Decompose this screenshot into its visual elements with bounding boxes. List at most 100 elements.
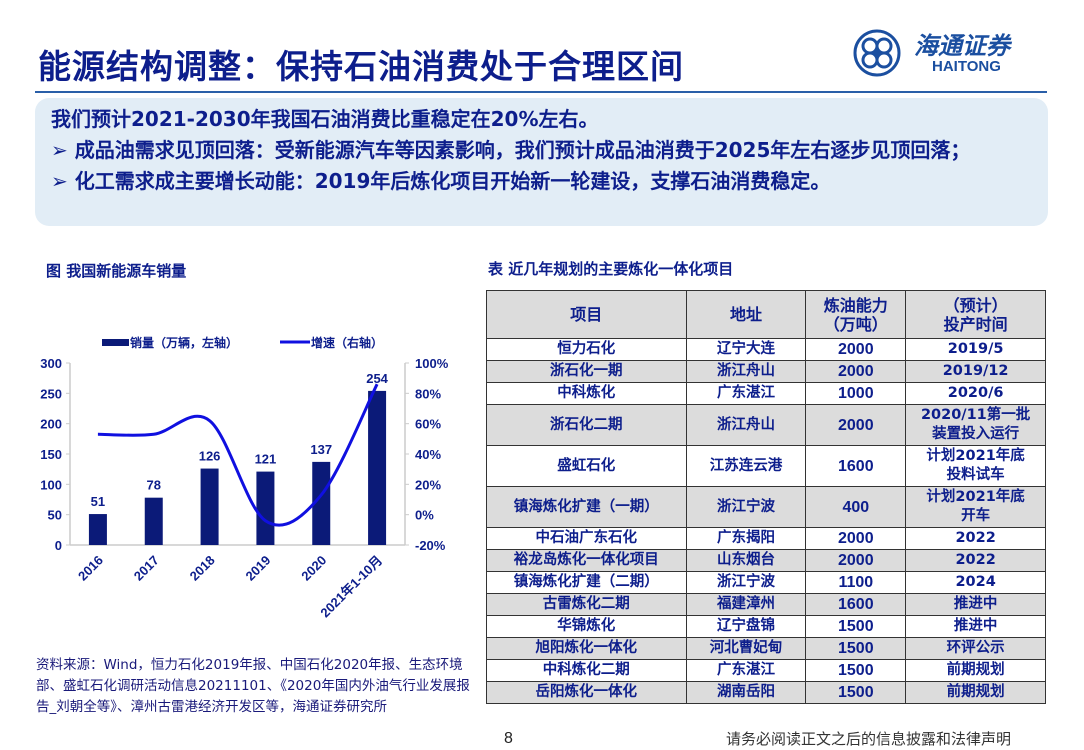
x-tick-label: 2018 — [187, 553, 218, 584]
x-tick-label: 2016 — [75, 553, 106, 584]
table-cell: 2000 — [805, 527, 907, 550]
column-header: 地址 — [685, 290, 807, 339]
haitong-emblem-icon — [853, 29, 901, 77]
table-cell: 推进中 — [905, 615, 1046, 638]
table-cell: 河北曹妃甸 — [685, 637, 807, 660]
table-cell: 1500 — [805, 637, 907, 660]
legend-line-label: 增速（右轴） — [311, 335, 383, 350]
table-cell: 计划2021年底开车 — [905, 486, 1046, 528]
table-cell: 湖南岳阳 — [685, 681, 807, 704]
table-cell: 广东湛江 — [685, 659, 807, 682]
table-cell: 古雷炼化二期 — [486, 593, 687, 616]
table-cell: 1100 — [805, 571, 907, 594]
table-row: 裕龙岛炼化一体化项目 山东烟台 2000 2022 — [486, 549, 1046, 572]
right-tick-label: 0% — [415, 508, 434, 523]
table-cell: 华锦炼化 — [486, 615, 687, 638]
left-tick-label: 250 — [40, 386, 62, 401]
table-cell: 2000 — [805, 338, 907, 361]
table-cell-text: 前期规划 — [946, 684, 1005, 700]
left-tick-label: 200 — [40, 417, 62, 432]
table-cell-text: 2019/12 — [942, 363, 1009, 379]
table-row: 中石油广东石化 广东揭阳 2000 2022 — [486, 527, 1046, 550]
table-cell: 2022 — [905, 549, 1046, 572]
table-row: 镇海炼化扩建（二期） 浙江宁波 1100 2024 — [486, 571, 1046, 594]
table-cell: 前期规划 — [905, 681, 1046, 704]
bar — [200, 468, 219, 545]
bar — [88, 514, 107, 545]
growth-line — [97, 383, 379, 527]
table-cell: 环评公示 — [905, 637, 1046, 660]
table-cell: 福建漳州 — [685, 593, 807, 616]
column-header: （预计） 投产时间 — [905, 290, 1046, 339]
summary-box: 我们预计2021-2030年我国石油消费比重稳定在20%左右。 ➢ 成品油需求见… — [35, 98, 1048, 226]
table-cell-text: 推进中 — [953, 618, 998, 634]
table-cell-text: 前期规划 — [946, 662, 1005, 678]
left-tick-label: 150 — [40, 447, 62, 462]
refinery-projects-table: 项目 地址 炼油能力 （万吨） （预计） 投产时间 恒力石化 辽宁大连 2000 2019/5 浙… — [486, 290, 1046, 704]
table-cell: 1500 — [805, 659, 907, 682]
summary-bullet: ➢ 成品油需求见顶回落：受新能源汽车等因素影响，我们预计成品油消费于2025年左… — [51, 138, 971, 162]
right-tick-label: 40% — [415, 447, 441, 462]
legend-bar-label: 销量（万辆，左轴） — [130, 335, 238, 350]
table-cell: 中石油广东石化 — [486, 527, 687, 550]
bar-data-label: 254 — [366, 371, 388, 386]
table-cell: 2020/11第一批装置投入运行 — [905, 404, 1046, 446]
table-cell: 岳阳炼化一体化 — [486, 681, 687, 704]
chart-caption: 图 我国新能源车销量 — [46, 262, 187, 280]
bar — [368, 390, 387, 545]
table-cell-text: 2022 — [955, 552, 996, 568]
table-row: 华锦炼化 辽宁盘锦 1500 推进中 — [486, 615, 1046, 638]
table-cell: 400 — [805, 486, 907, 528]
table-cell: 1000 — [805, 382, 907, 405]
table-cell: 1500 — [805, 681, 907, 704]
table-cell: 1600 — [805, 445, 907, 487]
table-cell-text: 计划2021年底投料试车 — [926, 448, 1025, 483]
table-cell: 恒力石化 — [486, 338, 687, 361]
table-cell: 广东揭阳 — [685, 527, 807, 550]
bar-data-label: 126 — [199, 449, 221, 464]
table-cell: 浙江宁波 — [685, 486, 807, 528]
bar — [256, 471, 275, 545]
table-cell: 旭阳炼化一体化 — [486, 637, 687, 660]
page-title: 能源结构调整：保持石油消费处于合理区间 — [38, 47, 684, 86]
table-cell: 浙江宁波 — [685, 571, 807, 594]
table-row: 盛虹石化 江苏连云港 1600 计划2021年底投料试车 — [486, 445, 1046, 487]
page-number: 8 — [504, 730, 513, 747]
ev-sales-chart: 0 50 100 150 200 250 300 -20% 0% 20% 40% 60% 80% 100%… — [40, 335, 448, 620]
column-header: 炼油能力 （万吨） — [805, 290, 907, 339]
bar-data-label: 78 — [147, 478, 161, 493]
table-row: 恒力石化 辽宁大连 2000 2019/5 — [486, 338, 1046, 361]
source-note: 资料来源：Wind，恒力石化2019年报、中国石化2020年报、生态环境部、盛虹… — [36, 657, 470, 715]
table-cell: 广东湛江 — [685, 382, 807, 405]
bar-data-label: 121 — [255, 452, 277, 467]
right-tick-label: 80% — [415, 386, 441, 401]
bar — [312, 461, 331, 545]
table-cell: 盛虹石化 — [486, 445, 687, 487]
legend-bar-swatch — [102, 339, 129, 346]
x-tick-label: 2019 — [242, 553, 273, 584]
table-cell: 浙江舟山 — [685, 360, 807, 383]
x-tick-label: 2020 — [298, 553, 329, 584]
right-tick-label: 60% — [415, 417, 441, 432]
table-cell: 浙江舟山 — [685, 404, 807, 446]
left-tick-label: 100 — [40, 477, 62, 492]
logo-cn: 海通证券 — [914, 31, 1010, 60]
table-cell: 1600 — [805, 593, 907, 616]
table-cell: 推进中 — [905, 593, 1046, 616]
right-tick-label: 20% — [415, 477, 441, 492]
table-cell: 2000 — [805, 404, 907, 446]
table-cell: 2000 — [805, 549, 907, 572]
table-cell: 中科炼化 — [486, 382, 687, 405]
table-cell: 计划2021年底投料试车 — [905, 445, 1046, 487]
table-cell: 镇海炼化扩建（一期） — [486, 486, 687, 528]
table-cell: 2019/12 — [905, 360, 1046, 383]
right-tick-label: -20% — [415, 538, 446, 553]
table-cell-text: 2020/11第一批装置投入运行 — [920, 407, 1031, 442]
title-divider — [35, 91, 1047, 93]
table-cell: 1500 — [805, 615, 907, 638]
table-cell: 2024 — [905, 571, 1046, 594]
table-row: 岳阳炼化一体化 湖南岳阳 1500 前期规划 — [486, 681, 1046, 704]
disclaimer: 请务必阅读正文之后的信息披露和法律声明 — [726, 730, 1012, 748]
bar — [144, 497, 163, 545]
table-cell-text: 环评公示 — [946, 640, 1005, 656]
